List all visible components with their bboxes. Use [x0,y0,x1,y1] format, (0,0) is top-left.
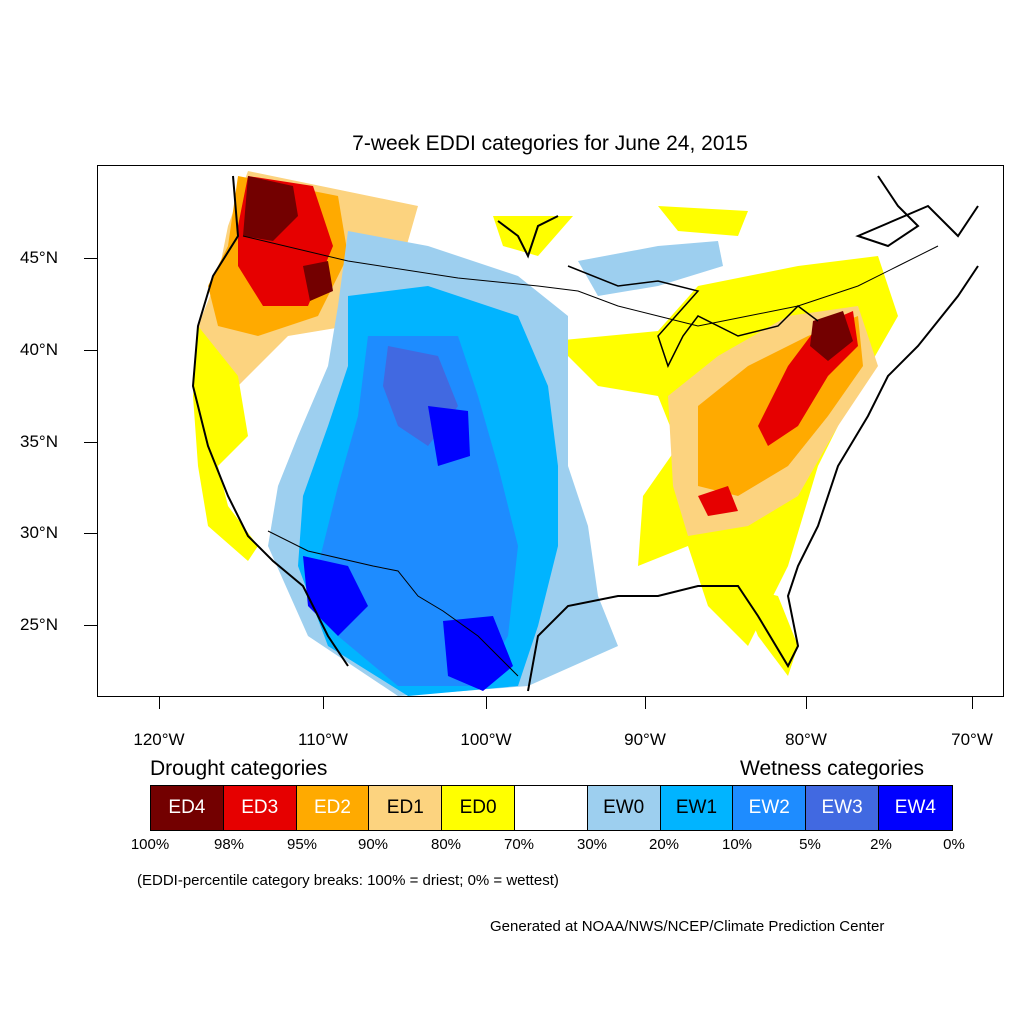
legend-colorbar: ED4 ED3 ED2 ED1 ED0 EW0 EW1 EW2 EW3 EW4 [150,785,953,831]
lon-tick-70 [972,697,973,709]
us-mexico-border [267,530,519,677]
legend-cell-ew4: EW4 [878,786,952,830]
wet-ew0-north [578,241,723,296]
hudson-bay-coast [497,175,979,259]
wet-ew4-mexico [303,556,368,636]
eddi-map-canvas [191,171,979,696]
legend-cell-neutral [514,786,588,830]
legend-wetness-heading: Wetness categories [740,757,925,780]
great-lakes [567,265,819,368]
drought-ed4-idaho [303,261,333,301]
lat-tick-30 [84,533,97,534]
legend-pct-80: 80% [430,836,462,853]
drought-ed4-ny [810,311,853,361]
lat-tick-25 [84,625,97,626]
legend-pct-10: 10% [721,836,753,853]
legend-pct-98: 98% [213,836,245,853]
map-title: 7-week EDDI categories for June 24, 2015 [352,132,748,155]
legend-pct-100: 100% [130,836,170,853]
lat-label-25: 25°N [20,615,58,634]
lon-tick-90 [645,697,646,709]
wet-ew4-texas [443,616,513,691]
legend-cell-ew0: EW0 [587,786,661,830]
lon-label-80: 80°W [785,730,827,749]
legend-pct-5: 5% [799,836,821,853]
lat-label-30: 30°N [20,523,58,542]
drought-ed0-canada [493,216,573,256]
lon-tick-80 [806,697,807,709]
lon-tick-100 [486,697,487,709]
lon-label-70: 70°W [951,730,993,749]
eddi-map [97,165,1004,697]
legend-cell-ed1: ED1 [369,786,443,830]
legend-drought-heading: Drought categories [150,757,328,780]
lat-label-40: 40°N [20,340,58,359]
coastline-gulf [527,265,979,692]
legend-pct-95: 95% [286,836,318,853]
drought-ed4-pnw [243,176,298,241]
legend-pct-30: 30% [576,836,608,853]
lat-tick-35 [84,442,97,443]
legend-cell-ed4: ED4 [151,786,224,830]
lon-label-100: 100°W [460,730,512,749]
coastline-west [191,175,349,667]
legend-cell-ed3: ED3 [223,786,297,830]
legend-cell-ew2: EW2 [733,786,807,830]
legend-cell-ed0: ED0 [442,786,515,830]
us-canada-border [242,235,939,327]
lon-label-90: 90°W [624,730,666,749]
lat-label-35: 35°N [20,432,58,451]
credit-line: Generated at NOAA/NWS/NCEP/Climate Predi… [490,918,885,935]
legend-pct-90: 90% [357,836,389,853]
legend-pct-0: 0% [943,836,965,853]
drought-ed3-southeast [698,486,738,516]
drought-ed0-west [193,326,258,561]
legend-cell-ed2: ED2 [296,786,370,830]
legend-cell-ew3: EW3 [806,786,879,830]
lat-tick-45 [84,258,97,259]
legend-pct-70: 70% [503,836,535,853]
lon-tick-120 [159,697,160,709]
legend-pct-2: 2% [870,836,892,853]
drought-ed0-quebec [658,206,748,236]
wet-ew4-colorado [428,406,470,466]
legend-cell-ew1: EW1 [660,786,734,830]
lon-label-120: 120°W [133,730,185,749]
lon-tick-110 [323,697,324,709]
lat-label-45: 45°N [20,248,58,267]
lat-tick-40 [84,350,97,351]
category-breaks-note: (EDDI-percentile category breaks: 100% =… [137,872,559,889]
legend-pct-20: 20% [648,836,680,853]
lon-label-110: 110°W [298,730,348,749]
